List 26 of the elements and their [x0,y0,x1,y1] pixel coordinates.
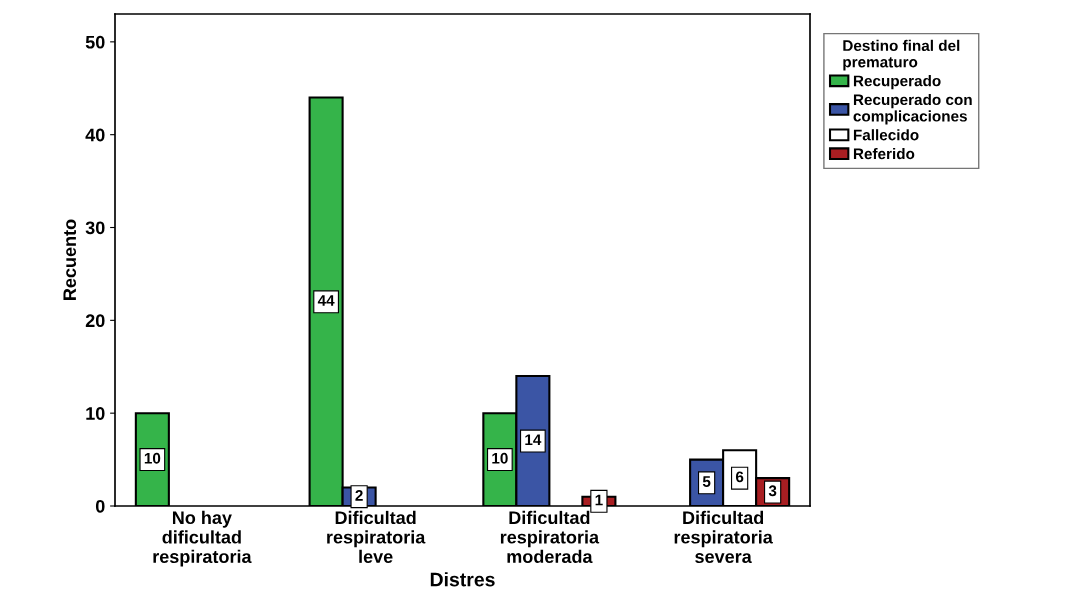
legend-label: Recuperado con complicaciones [853,93,972,125]
data-label: 6 [735,471,744,483]
data-label: 1 [595,494,603,506]
x-tick-label: Dificultad respiratoria moderada [500,510,600,564]
y-tick-label: 40 [85,128,105,142]
legend-label: Recuperado [853,75,941,90]
legend-label: Fallecido [853,129,919,141]
x-axis-title: Distres [430,572,495,587]
legend-title: Destino final del prematuro [843,39,960,71]
data-label: 44 [317,295,335,306]
x-tick-label: Dificultad respiratoria leve [327,510,426,564]
data-label: 10 [492,452,508,464]
x-tick-label: No hay dificultad respiratoria [153,510,252,567]
data-label: 10 [144,452,161,464]
data-label: 2 [355,490,363,501]
y-tick-label: 0 [95,499,105,513]
y-tick-label: 20 [85,314,105,328]
legend-label: Referido [853,148,915,160]
data-label: 5 [702,476,711,487]
y-tick-label: 30 [85,221,105,235]
y-tick-label: 50 [85,35,105,49]
x-tick-label: Dificultad respiratoria severa [674,510,773,564]
data-label: 14 [525,434,542,445]
y-axis-title: Recuento [63,219,77,300]
data-label: 3 [768,485,777,497]
y-tick-label: 10 [86,407,105,420]
